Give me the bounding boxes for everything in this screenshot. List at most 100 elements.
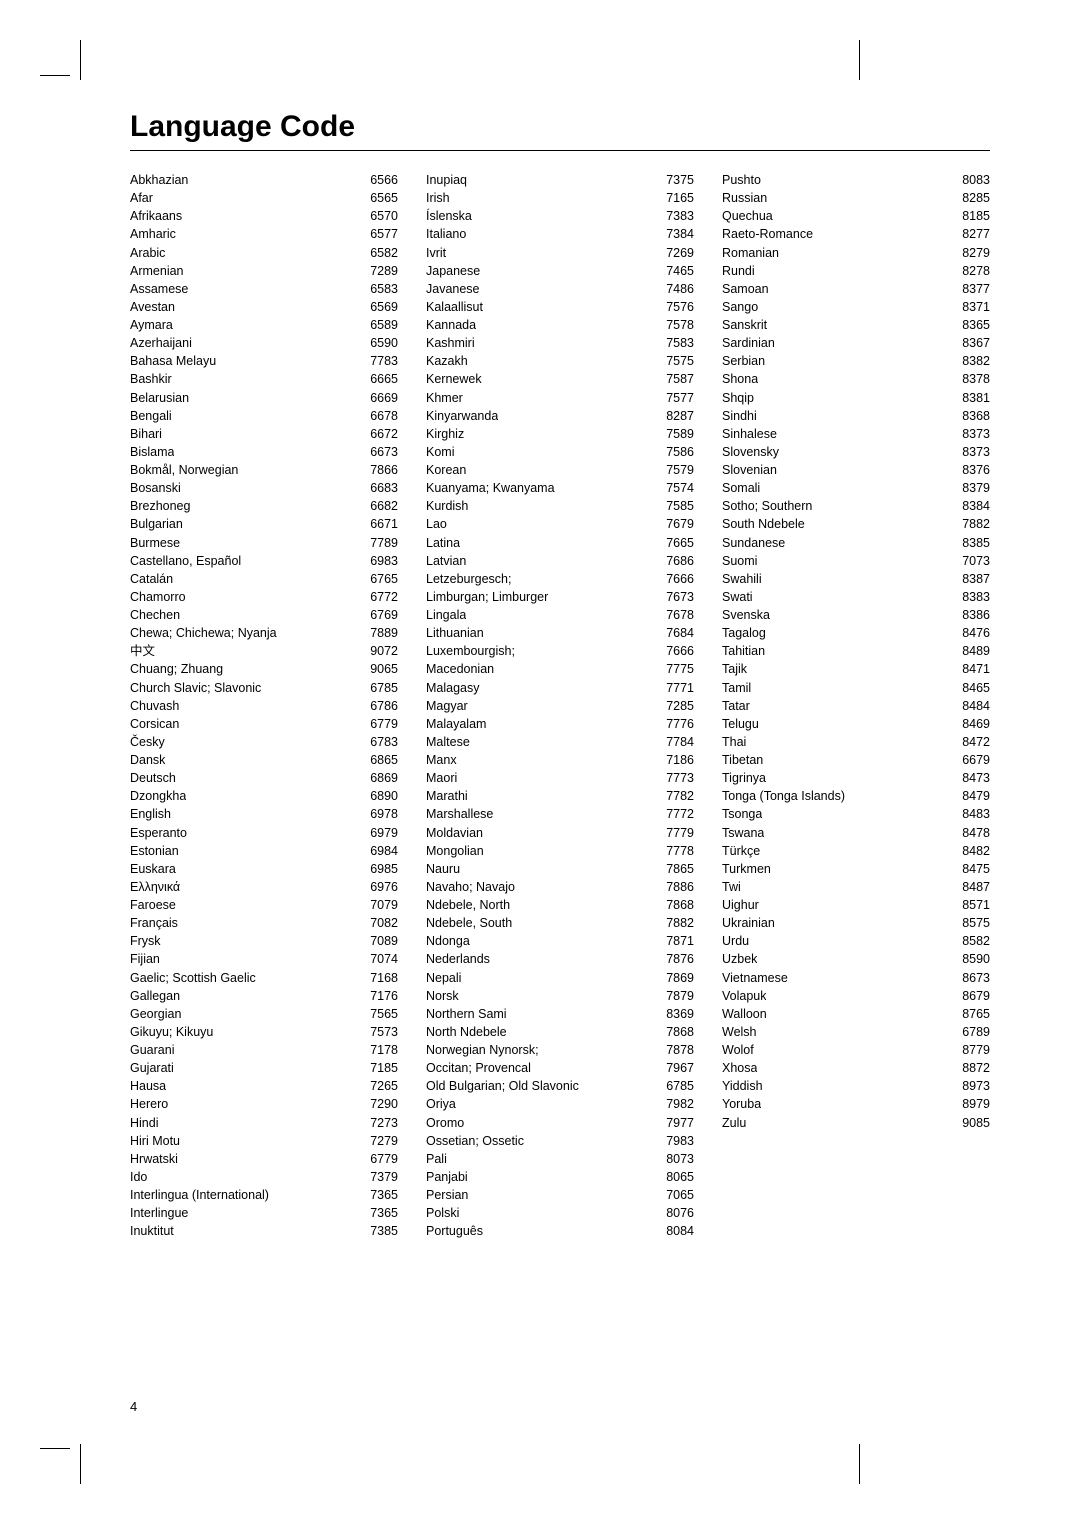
language-code: 8476 [956, 624, 990, 642]
language-row: Somali8379 [722, 479, 990, 497]
language-row: Walloon8765 [722, 1005, 990, 1023]
language-code: 7587 [660, 370, 694, 388]
language-code: 8489 [956, 642, 990, 660]
language-code: 7583 [660, 334, 694, 352]
language-code: 7089 [364, 932, 398, 950]
language-code: 6789 [956, 1023, 990, 1041]
language-row: Hausa7265 [130, 1077, 398, 1095]
language-code: 8076 [660, 1204, 694, 1222]
language-row: Sundanese8385 [722, 534, 990, 552]
language-code: 6978 [364, 805, 398, 823]
language-name: Assamese [130, 280, 188, 298]
language-name: Oriya [426, 1095, 456, 1113]
language-code: 6577 [364, 225, 398, 243]
language-code: 7383 [660, 207, 694, 225]
language-name: Dansk [130, 751, 165, 769]
language-row: Nederlands7876 [426, 950, 694, 968]
language-code: 7465 [660, 262, 694, 280]
language-name: Japanese [426, 262, 480, 280]
language-row: Aymara6589 [130, 316, 398, 334]
language-code: 6769 [364, 606, 398, 624]
language-name: Occitan; Provencal [426, 1059, 531, 1077]
language-row: Kernewek7587 [426, 370, 694, 388]
language-code: 7886 [660, 878, 694, 896]
language-code: 8278 [956, 262, 990, 280]
language-name: Lao [426, 515, 447, 533]
language-code: 6583 [364, 280, 398, 298]
language-row: Tigrinya8473 [722, 769, 990, 787]
language-row: Armenian7289 [130, 262, 398, 280]
language-row: Azerhaijani6590 [130, 334, 398, 352]
language-name: Marathi [426, 787, 468, 805]
language-name: Bokmål, Norwegian [130, 461, 238, 479]
language-name: Pushto [722, 171, 761, 189]
language-row: Khmer7577 [426, 389, 694, 407]
language-code: 8973 [956, 1077, 990, 1095]
language-code: 6682 [364, 497, 398, 515]
language-row: Afrikaans6570 [130, 207, 398, 225]
language-code: 8384 [956, 497, 990, 515]
language-name: Turkmen [722, 860, 771, 878]
language-row: Latina7665 [426, 534, 694, 552]
language-row: Corsican6779 [130, 715, 398, 733]
language-name: Azerhaijani [130, 334, 192, 352]
language-row: Yiddish8973 [722, 1077, 990, 1095]
language-code: 8469 [956, 715, 990, 733]
language-column-2: Inupiaq7375Irish7165Íslenska7383Italiano… [426, 171, 694, 1240]
language-name: Malagasy [426, 679, 480, 697]
language-name: Luxembourgish; [426, 642, 515, 660]
language-row: Svenska8386 [722, 606, 990, 624]
language-name: Bislama [130, 443, 174, 461]
language-code: 7385 [364, 1222, 398, 1240]
language-code: 7168 [364, 969, 398, 987]
language-name: Chuvash [130, 697, 179, 715]
language-code: 6671 [364, 515, 398, 533]
language-name: 中文 [130, 642, 155, 660]
language-row: Navaho; Navajo7886 [426, 878, 694, 896]
language-row: Kalaallisut7576 [426, 298, 694, 316]
language-row: Gaelic; Scottish Gaelic 7168 [130, 969, 398, 987]
language-row: Kannada7578 [426, 316, 694, 334]
language-code: 6582 [364, 244, 398, 262]
language-code: 6779 [364, 1150, 398, 1168]
crop-mark [40, 75, 70, 76]
language-row: Georgian7565 [130, 1005, 398, 1023]
language-row: Limburgan; Limburger7673 [426, 588, 694, 606]
language-row: Česky6783 [130, 733, 398, 751]
language-row: Chewa; Chichewa; Nyanja7889 [130, 624, 398, 642]
language-row: Inupiaq7375 [426, 171, 694, 189]
language-name: Deutsch [130, 769, 176, 787]
language-code: 7486 [660, 280, 694, 298]
language-code: 7379 [364, 1168, 398, 1186]
language-code: 7776 [660, 715, 694, 733]
language-code: 7686 [660, 552, 694, 570]
language-row: South Ndebele7882 [722, 515, 990, 533]
language-code: 7577 [660, 389, 694, 407]
language-code: 8590 [956, 950, 990, 968]
language-code: 7782 [660, 787, 694, 805]
language-name: Letzeburgesch; [426, 570, 511, 588]
language-code: 7178 [364, 1041, 398, 1059]
language-name: Gaelic; Scottish Gaelic [130, 969, 256, 987]
language-name: Komi [426, 443, 454, 461]
language-name: Polski [426, 1204, 459, 1222]
language-name: Chechen [130, 606, 180, 624]
language-code: 8387 [956, 570, 990, 588]
language-name: Tigrinya [722, 769, 766, 787]
language-name: Herero [130, 1095, 168, 1113]
language-name: Javanese [426, 280, 480, 298]
language-name: Norwegian Nynorsk; [426, 1041, 539, 1059]
language-code: 8478 [956, 824, 990, 842]
language-code: 7186 [660, 751, 694, 769]
language-code: 8285 [956, 189, 990, 207]
language-row: Volapuk8679 [722, 987, 990, 1005]
language-name: Church Slavic; Slavonic [130, 679, 261, 697]
language-code: 8371 [956, 298, 990, 316]
language-name: Sango [722, 298, 758, 316]
language-code: 8479 [956, 787, 990, 805]
language-code: 8277 [956, 225, 990, 243]
language-name: Português [426, 1222, 483, 1240]
language-code: 7673 [660, 588, 694, 606]
language-code: 7265 [364, 1077, 398, 1095]
language-code: 7866 [364, 461, 398, 479]
